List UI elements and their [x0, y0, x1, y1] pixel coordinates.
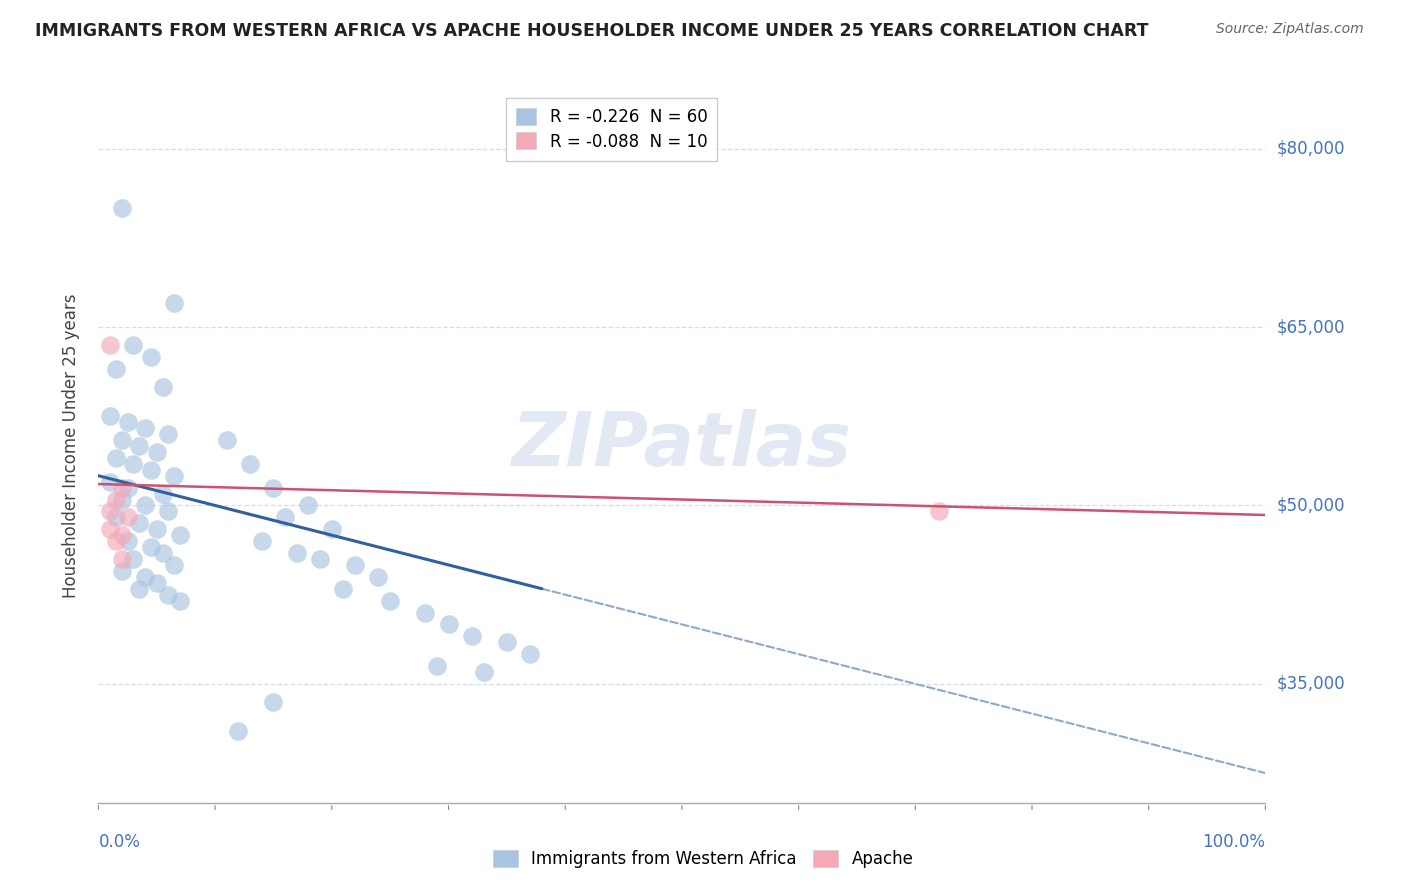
Point [380, 593, 402, 607]
Point [163, 296, 186, 310]
Point [128, 439, 150, 453]
Point [285, 546, 308, 560]
Point [98, 338, 121, 352]
Point [111, 492, 134, 507]
Point [152, 379, 174, 393]
Point [139, 463, 162, 477]
Point [437, 617, 460, 632]
Point [111, 481, 134, 495]
Point [104, 510, 127, 524]
Text: 0.0%: 0.0% [98, 832, 141, 851]
Text: $50,000: $50,000 [1277, 497, 1346, 515]
Text: IMMIGRANTS FROM WESTERN AFRICA VS APACHE HOUSEHOLDER INCOME UNDER 25 YEARS CORRE: IMMIGRANTS FROM WESTERN AFRICA VS APACHE… [35, 22, 1149, 40]
Point [519, 647, 541, 661]
Point [239, 457, 262, 471]
Text: Source: ZipAtlas.com: Source: ZipAtlas.com [1216, 22, 1364, 37]
Point [928, 504, 950, 518]
Point [309, 552, 332, 566]
Point [297, 499, 319, 513]
Point [169, 593, 191, 607]
Point [496, 635, 519, 649]
Point [472, 665, 495, 679]
Text: $80,000: $80,000 [1277, 140, 1346, 158]
Point [274, 510, 297, 524]
Point [98, 409, 121, 424]
Point [104, 492, 127, 507]
Point [117, 534, 139, 549]
Point [117, 481, 139, 495]
Point [98, 475, 121, 489]
Point [263, 481, 285, 495]
Y-axis label: Householder Income Under 25 years: Householder Income Under 25 years [62, 293, 80, 599]
Legend: R = -0.226  N = 60, R = -0.088  N = 10: R = -0.226 N = 60, R = -0.088 N = 10 [506, 97, 717, 161]
Point [117, 510, 139, 524]
Point [228, 724, 250, 739]
Point [139, 540, 162, 554]
Point [146, 575, 169, 590]
Point [134, 499, 156, 513]
Text: $65,000: $65,000 [1277, 318, 1346, 336]
Point [111, 552, 134, 566]
Point [128, 582, 150, 596]
Point [128, 516, 150, 531]
Point [117, 415, 139, 429]
Point [367, 570, 389, 584]
Point [146, 445, 169, 459]
Point [152, 486, 174, 500]
Text: $35,000: $35,000 [1277, 675, 1346, 693]
Point [321, 522, 343, 536]
Point [98, 522, 121, 536]
Point [215, 433, 238, 447]
Point [134, 421, 156, 435]
Point [111, 201, 134, 215]
Legend: Immigrants from Western Africa, Apache: Immigrants from Western Africa, Apache [486, 843, 920, 875]
Point [263, 695, 285, 709]
Point [461, 629, 484, 643]
Point [332, 582, 354, 596]
Point [122, 552, 145, 566]
Point [250, 534, 273, 549]
Point [146, 522, 169, 536]
Point [157, 427, 180, 442]
Point [163, 468, 186, 483]
Point [152, 546, 174, 560]
Point [344, 558, 367, 572]
Point [169, 528, 191, 542]
Point [122, 338, 145, 352]
Point [157, 588, 180, 602]
Point [104, 450, 127, 465]
Point [104, 361, 127, 376]
Point [163, 558, 186, 572]
Point [111, 433, 134, 447]
Point [98, 504, 121, 518]
Text: ZIPatlas: ZIPatlas [512, 409, 852, 483]
Point [122, 457, 145, 471]
Point [134, 570, 156, 584]
Point [104, 534, 127, 549]
Point [157, 504, 180, 518]
Point [111, 564, 134, 578]
Point [111, 528, 134, 542]
Point [139, 350, 162, 364]
Text: 100.0%: 100.0% [1202, 832, 1265, 851]
Point [426, 659, 449, 673]
Point [413, 606, 436, 620]
